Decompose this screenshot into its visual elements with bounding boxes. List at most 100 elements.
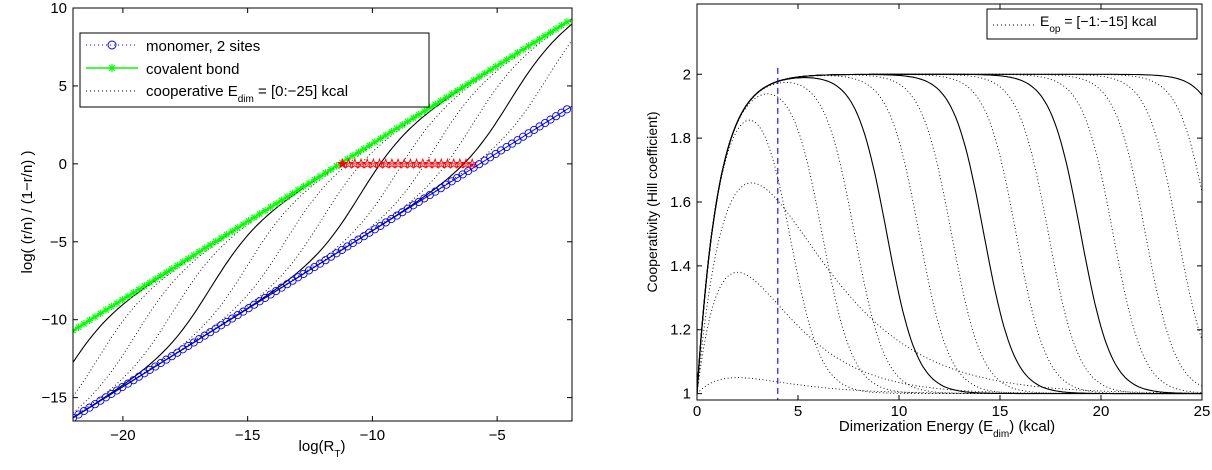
covalent-point: [206, 241, 214, 249]
right-ytick-label: 1.2: [670, 322, 691, 339]
covalent-point: [228, 227, 236, 235]
covalent-point: [195, 247, 203, 256]
legend-cooperative-label: cooperative Edim = [0:−25] kcal: [146, 83, 348, 105]
covalent-point: [91, 313, 99, 321]
covalent-point: [480, 69, 489, 78]
covalent-point: [310, 175, 319, 184]
covalent-point: [464, 79, 472, 88]
left-ytick-label: −5: [50, 234, 67, 251]
left-chart: −20 −15 −10 −5 10 5 0 −5 −10 −15 log( (r/n) / (1−…: [19, 0, 573, 460]
covalent-point: [272, 199, 280, 208]
covalent-point: [283, 193, 291, 201]
covalent-point: [140, 282, 149, 290]
left-ytick-label: −10: [42, 312, 67, 329]
cooperativity-curve: [697, 73, 1202, 394]
left-plot-area: [73, 18, 572, 421]
covalent-point: [316, 172, 324, 181]
covalent-point: [168, 265, 176, 273]
covalent-point: [96, 309, 105, 318]
covalent-markers: [73, 18, 571, 335]
left-ytick-label: −15: [42, 390, 67, 407]
covalent-point: [135, 285, 143, 294]
covalent-point: [513, 49, 522, 57]
covalent-point: [294, 186, 302, 194]
covalent-point: [365, 141, 374, 150]
covalent-point: [151, 275, 160, 283]
covalent-point: [552, 25, 560, 33]
left-xtick-label: −15: [235, 427, 260, 444]
left-xtick-label: −5: [489, 427, 506, 444]
left-legend: monomer, 2 sites covalent bond cooperati…: [79, 32, 430, 108]
cooperativity-curve: [697, 73, 1202, 395]
cooperativity-curve: [697, 73, 1202, 395]
covalent-point: [404, 117, 412, 126]
cooperativity-curve: [697, 77, 1202, 395]
cooperativity-curve: [697, 73, 1202, 395]
covalent-point: [524, 42, 533, 50]
covalent-point: [162, 268, 171, 277]
covalent-point: [80, 320, 88, 328]
red-star-point: [466, 157, 478, 169]
covalent-point: [376, 134, 385, 143]
covalent-point: [179, 258, 187, 266]
cooperative-curve: [73, 18, 572, 418]
covalent-point: [458, 83, 467, 91]
right-legend: Eop = [−1:−15] kcal: [986, 8, 1198, 40]
cooperativity-curve: [697, 271, 1202, 395]
covalent-point: [431, 100, 440, 109]
covalent-point: [239, 220, 247, 229]
right-xtick-label: 0: [693, 403, 701, 420]
covalent-point: [442, 93, 451, 102]
left-xtick-label: −10: [360, 427, 385, 444]
left-ytick-label: 10: [50, 0, 67, 17]
covalent-point: [332, 162, 341, 170]
covalent-point: [157, 271, 165, 280]
covalent-point: [398, 121, 407, 129]
covalent-point: [107, 302, 116, 311]
cooperativity-curve: [697, 73, 1202, 394]
right-ytick-label: 1.4: [670, 258, 691, 275]
legend-star-shape: [108, 64, 116, 72]
right-ticks: 0 5 10 15 20 25 1 1.2 1.4 1.6 1.8 2: [670, 4, 1210, 420]
right-xlabel: Dimerization Energy (Edim) (kcal): [839, 418, 1055, 440]
covalent-point: [437, 97, 445, 105]
right-ytick-label: 1.6: [670, 194, 691, 211]
covalent-point: [118, 295, 127, 304]
covalent-point: [530, 38, 538, 47]
covalent-point: [146, 278, 154, 287]
covalent-point: [113, 299, 121, 307]
left-axes-frame: [72, 7, 573, 422]
covalent-point: [299, 182, 308, 191]
covalent-point: [327, 165, 335, 174]
left-xtick-label: −20: [110, 427, 135, 444]
cooperativity-curve: [697, 73, 1202, 394]
covalent-point: [354, 148, 363, 157]
covalent-point: [426, 103, 434, 112]
covalent-point: [541, 31, 549, 40]
covalent-point: [469, 76, 478, 85]
covalent-point: [393, 124, 401, 133]
covalent-point: [222, 230, 231, 239]
red-star-markers: [336, 157, 478, 169]
covalent-point: [453, 86, 461, 95]
covalent-point: [321, 169, 330, 177]
right-ytick-label: 1.8: [670, 130, 691, 147]
left-xlabel: log(RT): [299, 438, 346, 460]
covalent-point: [360, 145, 368, 153]
covalent-point: [261, 206, 269, 215]
covalent-point: [233, 223, 242, 232]
cooperativity-curve: [697, 81, 1202, 395]
right-chart: 0 5 10 15 20 25 1 1.2 1.4 1.6 1.8 2 Cooperativity (…: [644, 3, 1210, 440]
covalent-point: [244, 217, 253, 225]
covalent-point: [200, 244, 209, 253]
legend-eop-label: Eop = [−1:−15] kcal: [1040, 13, 1157, 35]
covalent-point: [420, 107, 429, 115]
legend-monomer-label: monomer, 2 sites: [146, 38, 260, 55]
covalent-point: [74, 323, 83, 331]
covalent-point: [497, 59, 505, 67]
cooperativity-curve: [697, 377, 1202, 395]
cooperativity-curve: [697, 73, 1202, 395]
covalent-point: [288, 189, 297, 198]
covalent-point: [371, 138, 379, 146]
covalent-point: [305, 179, 313, 187]
